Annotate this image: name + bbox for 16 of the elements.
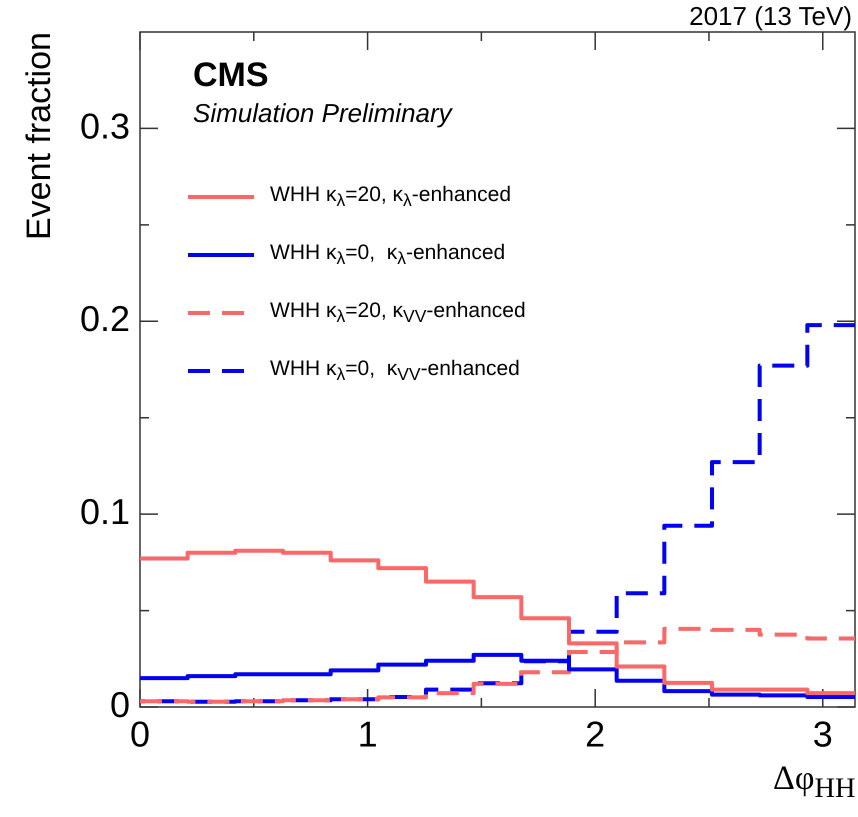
y-tick-label: 0.1: [80, 491, 130, 532]
annotation: Simulation Preliminary: [193, 98, 452, 128]
x-tick-label: 2: [585, 714, 606, 755]
y-tick-label: 0: [110, 684, 130, 725]
legend-label: WHH κ$_{λ}$=20, κ$_{VV}$-enhanced: [270, 298, 526, 328]
y-axis-title: Event fraction: [20, 32, 58, 240]
x-tick-label: 3: [812, 714, 833, 755]
legend-label: WHH κ$_{λ}$=0, κ$_{λ}$-enhanced: [270, 240, 506, 270]
text: 2017 (13 TeV): [689, 1, 852, 31]
y-tick-label: 0.3: [80, 105, 130, 146]
y-tick-label: 0.2: [80, 298, 130, 340]
legend-label: WHH κ$_{λ}$=20, κ$_{λ}$-enhanced: [270, 182, 512, 212]
x-tick-label: 1: [358, 714, 378, 755]
x-axis-title: Δφ$_{HH}$: [773, 760, 856, 804]
legend-label: WHH κ$_{λ}$=0, κ$_{VV}$-enhanced: [270, 356, 520, 386]
annotation: CMS: [193, 56, 269, 94]
